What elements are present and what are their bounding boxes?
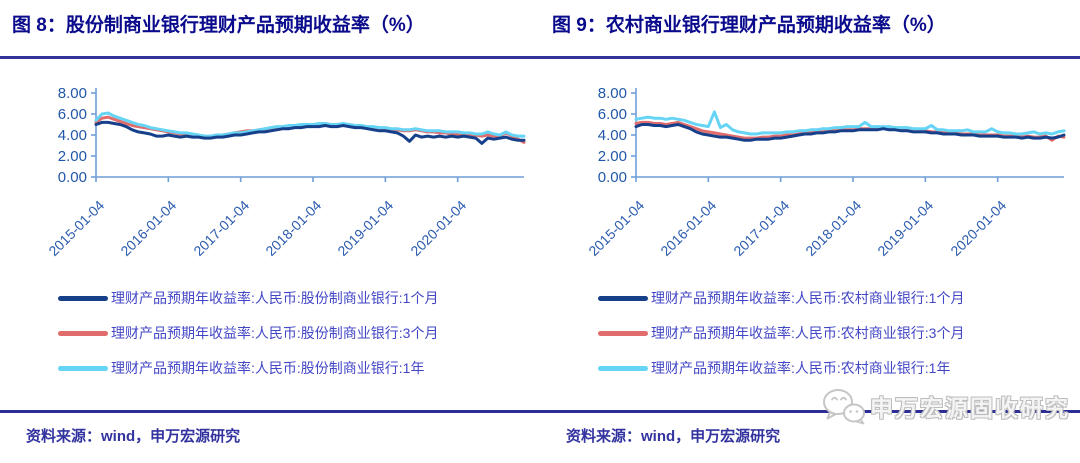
legend-item: 理财产品预期年收益率:人民币:股份制商业银行:3个月	[58, 324, 540, 342]
legend-item: 理财产品预期年收益率:人民币:股份制商业银行:1年	[58, 359, 540, 377]
legend-label: 理财产品预期年收益率:人民币:农村商业银行:3个月	[651, 325, 965, 341]
legend-swatch-3month	[598, 330, 648, 336]
charts-row: 8.00 6.00 4.00 2.00 0.00 2015-01-04 2016-01-0…	[0, 59, 1080, 394]
series-line	[634, 110, 1066, 136]
figure8-source: 资料来源：wind，申万宏源研究	[26, 428, 241, 445]
y-axis-tick-label: 4.00	[58, 127, 87, 144]
figure9-source: 资料来源：wind，申万宏源研究	[566, 428, 781, 445]
legend-label: 理财产品预期年收益率:人民币:股份制商业银行:3个月	[111, 325, 439, 341]
legend-label: 理财产品预期年收益率:人民币:股份制商业银行:1个月	[111, 290, 439, 306]
legend-item: 理财产品预期年收益率:人民币:农村商业银行:3个月	[598, 324, 1080, 342]
y-axis-tick-label: 0.00	[598, 169, 627, 186]
x-axis-tick-label: 2019-01-04	[334, 197, 397, 259]
y-axis-tick-label: 2.00	[58, 148, 87, 165]
y-axis-tick-label: 8.00	[58, 85, 87, 102]
legend-label: 理财产品预期年收益率:人民币:农村商业银行:1年	[651, 360, 951, 376]
x-axis-tick-label: 2015-01-04	[45, 197, 108, 259]
series-line	[634, 123, 1066, 142]
figure8-panel: 8.00 6.00 4.00 2.00 0.00 2015-01-04 2016-01-0…	[0, 59, 540, 394]
footer-divider	[0, 410, 1080, 413]
plot-area: 8.00 6.00 4.00 2.00 0.00	[598, 85, 1066, 186]
legend-item: 理财产品预期年收益率:人民币:农村商业银行:1年	[598, 359, 1080, 377]
footer-divider-strip: 申万宏源固收研究	[0, 389, 1080, 425]
legend-item: 理财产品预期年收益率:人民币:股份制商业银行:1个月	[58, 289, 540, 307]
y-axis-tick-label: 4.00	[598, 127, 627, 144]
title-divider	[0, 56, 1080, 59]
x-axis-tick-label: 2017-01-04	[730, 197, 792, 259]
figure9-panel: 8.00 6.00 4.00 2.00 0.00 2015-01-04 2016-01-0…	[540, 59, 1080, 394]
y-axis-tick-label: 6.00	[598, 106, 627, 123]
figure9-x-axis-labels: 2015-01-04 2016-01-04 2017-01-04 2018-01-04…	[540, 195, 1080, 269]
legend-swatch-1month	[58, 295, 108, 301]
figure8-title: 图 8：股份制商业银行理财产品预期收益率（%）	[12, 15, 425, 36]
legend-label: 理财产品预期年收益率:人民币:股份制商业银行:1年	[111, 360, 425, 376]
figure-titles: 图 8：股份制商业银行理财产品预期收益率（%） 图 9：农村商业银行理财产品预期…	[0, 0, 1080, 56]
figure9-legend: 理财产品预期年收益率:人民币:农村商业银行:1个月 理财产品预期年收益率:人民币…	[540, 289, 1080, 377]
y-axis-tick-label: 2.00	[598, 148, 627, 165]
figure9-title: 图 9：农村商业银行理财产品预期收益率（%）	[552, 15, 946, 36]
x-axis-tick-label: 2018-01-04	[802, 197, 865, 259]
series-line	[94, 111, 526, 138]
y-axis-tick-label: 6.00	[58, 106, 87, 123]
figure9-plot: 8.00 6.00 4.00 2.00 0.00	[540, 83, 1080, 195]
figure8-legend: 理财产品预期年收益率:人民币:股份制商业银行:1个月 理财产品预期年收益率:人民…	[0, 289, 540, 377]
x-axis-tick-label: 2017-01-04	[190, 197, 252, 259]
x-axis-tick-label: 2019-01-04	[874, 197, 937, 259]
legend-swatch-3month	[58, 330, 108, 336]
x-axis-tick-label: 2016-01-04	[657, 197, 720, 259]
wechat-watermark: 申万宏源固收研究	[821, 387, 1070, 425]
figure8-x-axis-labels: 2015-01-04 2016-01-04 2017-01-04 2018-01-04…	[0, 195, 540, 269]
x-axis-tick-label: 2018-01-04	[262, 197, 325, 259]
legend-swatch-1year	[58, 365, 108, 371]
legend-swatch-1month	[598, 295, 648, 301]
y-axis-tick-label: 0.00	[58, 169, 87, 186]
x-axis-tick-label: 2020-01-04	[407, 197, 470, 259]
y-axis-tick-label: 8.00	[598, 85, 627, 102]
legend-swatch-1year	[598, 365, 648, 371]
series-line	[94, 120, 526, 145]
x-axis-tick-label: 2015-01-04	[585, 197, 648, 259]
legend-label: 理财产品预期年收益率:人民币:农村商业银行:1个月	[651, 290, 965, 306]
wechat-icon	[823, 389, 865, 425]
x-axis-tick-label: 2020-01-04	[947, 197, 1010, 259]
watermark-text: 申万宏源固收研究	[870, 395, 1070, 421]
figure8-plot: 8.00 6.00 4.00 2.00 0.00	[0, 83, 540, 195]
x-axis-tick-label: 2016-01-04	[117, 197, 180, 259]
sources-row: 资料来源：wind，申万宏源研究 资料来源：wind，申万宏源研究	[0, 413, 1080, 446]
legend-item: 理财产品预期年收益率:人民币:农村商业银行:1个月	[598, 289, 1080, 307]
plot-area: 8.00 6.00 4.00 2.00 0.00	[58, 85, 526, 186]
